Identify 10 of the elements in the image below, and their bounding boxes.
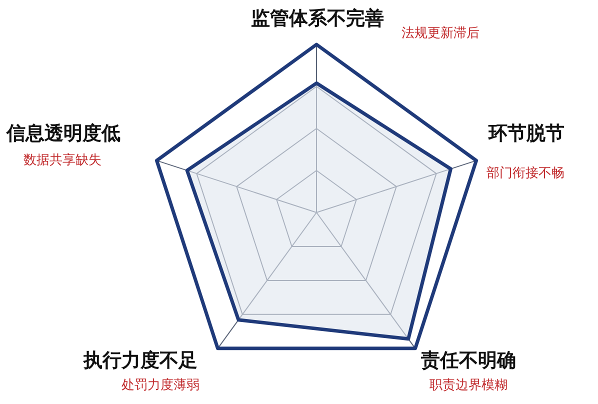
text: 部门衔接不畅	[486, 165, 564, 181]
text: 处罚力度薄弱	[122, 377, 200, 393]
text: 数据共享缺失	[24, 152, 102, 168]
spoke-label: 环节脱节	[488, 122, 564, 144]
spoke-label: 责任不明确	[420, 350, 516, 372]
spoke-label: 监管体系不完善	[251, 8, 384, 30]
text: 法规更新滞后	[402, 26, 480, 41]
text: 职责边界模糊	[430, 378, 508, 393]
spoke-label: 信息透明度低	[6, 122, 120, 144]
spoke-label: 执行力度不足	[82, 350, 198, 372]
